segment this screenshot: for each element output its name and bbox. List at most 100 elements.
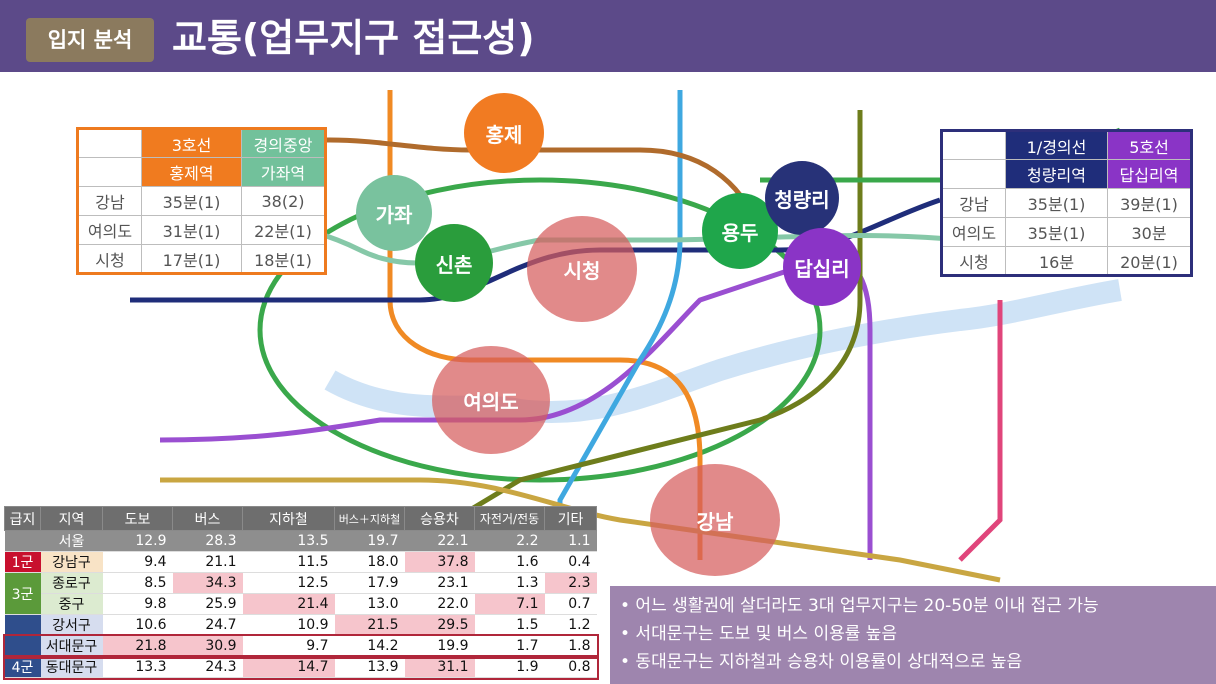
dest-cell: 시청 <box>941 246 1006 276</box>
value-cell: 24.7 <box>172 614 243 636</box>
value-cell: 19.7 <box>334 530 405 552</box>
line5-header: 5호선 <box>1107 130 1192 160</box>
table-row-jongno: 3군 종로구 8.5 34.3 12.5 17.9 23.1 1.3 2.3 <box>4 572 597 615</box>
value-cell: 21.4 <box>242 593 335 615</box>
time-cell: 39분(1) <box>1107 188 1192 218</box>
value-cell: 1.6 <box>474 551 545 573</box>
time-cell: 18분(1) <box>241 244 326 274</box>
time-cell: 31분(1) <box>141 215 242 245</box>
value-cell: 21.1 <box>172 551 243 573</box>
value-cell: 14.2 <box>334 635 405 657</box>
gangnam-label: 강남 <box>696 509 734 534</box>
table-row-dongdaemun: 동대문구 13.3 24.3 14.7 13.9 31.1 1.9 0.8 <box>2 654 599 680</box>
hongje-circle: 홍제 <box>464 93 544 173</box>
time-cell: 35분(1) <box>141 186 242 216</box>
value-cell: 0.7 <box>544 593 597 615</box>
region-cell: 중구 <box>40 593 103 615</box>
summary-box: • 어느 생활권에 살더라도 3대 업무지구는 20-50분 이내 접근 가능 … <box>610 586 1216 684</box>
summary-bullet: • 어느 생활권에 살더라도 3대 업무지구는 20-50분 이내 접근 가능 <box>620 596 1099 616</box>
value-cell: 24.3 <box>172 656 243 678</box>
time-cell: 30분 <box>1107 217 1192 247</box>
time-cell: 35분(1) <box>1005 188 1108 218</box>
value-cell: 0.4 <box>544 551 597 573</box>
table-row-gangnam: 1군 강남구 9.4 21.1 11.5 18.0 37.8 1.6 0.4 <box>4 551 597 573</box>
summary-bullet: • 서대문구는 도보 및 버스 이용률 높음 <box>620 624 898 644</box>
region-cell: 강남구 <box>40 551 103 573</box>
dest-cell: 여의도 <box>77 215 142 245</box>
value-cell: 14.7 <box>242 656 335 678</box>
value-cell: 2.2 <box>474 530 545 552</box>
region-cell: 동대문구 <box>40 656 103 678</box>
sinchon-circle: 신촌 <box>415 224 493 302</box>
value-cell: 29.5 <box>404 614 475 636</box>
gajwa-station-header: 가좌역 <box>241 157 326 187</box>
value-cell: 22.1 <box>404 530 475 552</box>
value-cell: 28.3 <box>172 530 243 552</box>
value-cell: 13.0 <box>334 593 405 615</box>
col-header-walk: 도보 <box>102 506 173 531</box>
col-header-region: 지역 <box>40 506 103 531</box>
dest-cell: 여의도 <box>941 217 1006 247</box>
value-cell: 21.8 <box>102 635 173 657</box>
value-cell: 2.3 <box>544 572 597 594</box>
dest-cell: 강남 <box>941 188 1006 218</box>
region-cell: 서대문구 <box>40 635 103 657</box>
cheongnyangni-circle: 청량리 <box>765 161 839 235</box>
sicheong-label: 시청 <box>563 258 601 283</box>
time-cell: 22분(1) <box>241 215 326 245</box>
blank-cell <box>941 130 1006 160</box>
yongdu-label: 용두 <box>721 220 759 245</box>
value-cell: 10.9 <box>242 614 335 636</box>
value-cell: 10.6 <box>102 614 173 636</box>
section-badge: 입지 분석 <box>26 18 154 62</box>
blank-cell <box>941 159 1006 189</box>
gyeongui-header: 경의중앙 <box>241 128 326 158</box>
value-cell: 31.1 <box>404 656 475 678</box>
value-cell: 9.4 <box>102 551 173 573</box>
value-cell: 0.8 <box>544 656 597 678</box>
col-header-bus-subway: 버스＋지하철 <box>334 506 405 531</box>
grade-cell: 1군 <box>4 551 41 573</box>
region-cell: 서울 <box>40 530 103 552</box>
hongje-station-header: 홍제역 <box>141 157 242 187</box>
value-cell: 21.5 <box>334 614 405 636</box>
line3-header: 3호선 <box>141 128 242 158</box>
value-cell: 1.8 <box>544 635 597 657</box>
value-cell: 1.5 <box>474 614 545 636</box>
value-cell: 23.1 <box>404 572 475 594</box>
col-header-subway: 지하철 <box>242 506 335 531</box>
commute-mode-table: 급지 지역 도보 버스 지하철 버스＋지하철 승용차 자전거/전동 기타 서울 … <box>2 506 599 680</box>
summary-bullet: • 동대문구는 지하철과 승용차 이용률이 상대적으로 높음 <box>620 652 1023 672</box>
value-cell: 8.5 <box>102 572 173 594</box>
value-cell: 11.5 <box>242 551 335 573</box>
table-row-seoul: 서울 12.9 28.3 13.5 19.7 22.1 2.2 1.1 <box>4 530 597 552</box>
value-cell: 19.9 <box>404 635 475 657</box>
grade-cell <box>4 530 41 552</box>
value-cell: 12.5 <box>242 572 335 594</box>
gajwa-label: 가좌 <box>375 202 413 227</box>
value-cell: 30.9 <box>172 635 243 657</box>
col-header-car: 승용차 <box>404 506 475 531</box>
gajwa-circle: 가좌 <box>356 175 432 251</box>
value-cell: 9.8 <box>102 593 173 615</box>
value-cell: 1.2 <box>544 614 597 636</box>
yeouido-label: 여의도 <box>463 389 519 414</box>
value-cell: 17.9 <box>334 572 405 594</box>
table-row-seodaemun: 서대문구 21.8 30.9 9.7 14.2 19.9 1.7 1.8 <box>2 633 599 659</box>
hongje-label: 홍제 <box>485 122 523 147</box>
value-cell: 12.9 <box>102 530 173 552</box>
value-cell: 13.9 <box>334 656 405 678</box>
time-cell: 35분(1) <box>1005 217 1108 247</box>
table-row-junggu: 중구 9.8 25.9 21.4 13.0 22.0 7.1 0.7 <box>5 593 597 615</box>
value-cell: 13.3 <box>102 656 173 678</box>
dest-cell: 강남 <box>77 186 142 216</box>
header-bar: 입지 분석 교통(업무지구 접근성) <box>0 0 1216 72</box>
dapsimni-circle: 답십리 <box>783 228 861 306</box>
route-table-hongje-gajwa: 3호선 경의중앙 홍제역 가좌역 강남 35분(1) 38(2) 여의도 31분… <box>76 127 327 275</box>
blank-cell <box>77 128 142 158</box>
value-cell: 34.3 <box>172 572 243 594</box>
cheongnyangni-label: 청량리 <box>774 187 830 212</box>
line1-header: 1/경의선 <box>1005 130 1108 160</box>
value-cell: 25.9 <box>172 593 243 615</box>
value-cell: 1.3 <box>474 572 545 594</box>
